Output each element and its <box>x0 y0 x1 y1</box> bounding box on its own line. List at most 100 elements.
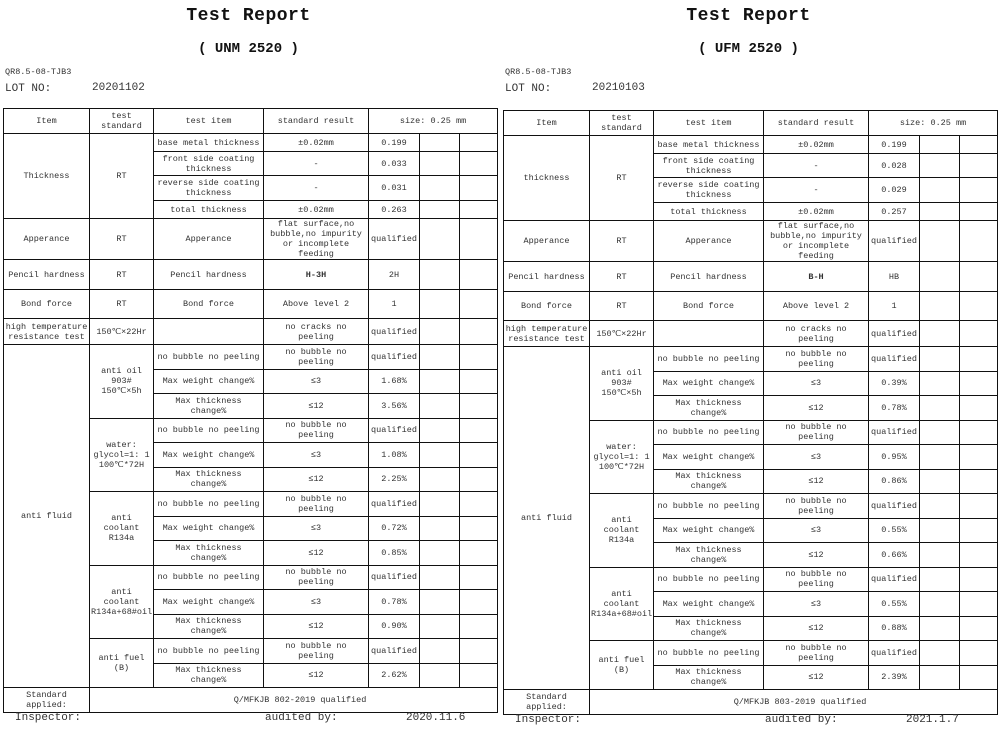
test-condition: anti oil 903# 150℃×5h <box>89 344 154 419</box>
report-unm-2520: Test Report ( UNM 2520 ) QR8.5-08-TJB3 LOT … <box>0 0 499 732</box>
empty-cell <box>458 393 499 419</box>
table-row: Max thickness change% ≤12 0.88% <box>504 615 999 641</box>
test-item: base metal thickness <box>153 133 264 152</box>
result-value: qualified <box>868 220 920 262</box>
test-item: Max weight change% <box>153 442 264 468</box>
empty-cell <box>419 318 460 345</box>
table-row: Max weight change% ≤3 0.55% <box>504 591 999 617</box>
empty-cell <box>458 564 499 590</box>
test-item: Max weight change% <box>153 515 264 541</box>
test-item: Max thickness change% <box>653 664 764 690</box>
table-row: high temperature resistance test 150℃×22H… <box>503 320 999 347</box>
test-item: no bubble no peeling <box>653 346 764 372</box>
empty-cell <box>919 320 960 347</box>
result-value: qualified <box>868 566 920 592</box>
empty-cell <box>458 259 499 290</box>
test-item: Max weight change% <box>153 368 264 394</box>
lot-number-value: 20201102 <box>92 82 145 94</box>
test-item: Apperance <box>153 218 264 260</box>
standard-result: ±0.02mm <box>263 133 369 152</box>
result-value: 1.68% <box>368 368 420 394</box>
empty-cell <box>419 589 460 615</box>
table-row: anti coolant R134a no bubble no peeling no… <box>504 493 999 568</box>
test-item: reverse side coating thickness <box>653 177 764 203</box>
test-item: front side coating thickness <box>653 153 764 178</box>
product-model: ( UNM 2520 ) <box>198 41 299 57</box>
document-code: QR8.5-08-TJB3 <box>505 67 572 77</box>
test-item: Max weight change% <box>653 444 764 470</box>
empty-cell <box>958 177 999 203</box>
result-value: 0.55% <box>868 591 920 617</box>
empty-cell <box>419 442 460 468</box>
standard-result: - <box>263 151 369 176</box>
standard-result: flat surface,no bubble,no impurity or in… <box>263 218 369 260</box>
empty-cell <box>419 368 460 394</box>
table-row: anti fluid anti oil 903# 150℃×5h no bubble… <box>503 346 999 690</box>
result-value: 0.199 <box>868 135 920 154</box>
table-row: anti coolant R134a+68#oil no bubble no pe… <box>4 564 499 639</box>
item-bond: Bond force <box>3 289 90 319</box>
inspector-label: Inspector: <box>15 712 82 724</box>
test-standard: RT <box>589 291 654 321</box>
result-value: 2.62% <box>368 662 420 688</box>
empty-cell <box>458 368 499 394</box>
test-item: total thickness <box>153 200 264 219</box>
empty-cell <box>419 175 460 201</box>
inspector-label: Inspector: <box>515 714 582 726</box>
empty-cell <box>919 346 960 372</box>
header-standard-result: standard result <box>763 110 869 136</box>
result-value: qualified <box>868 493 920 519</box>
empty-cell <box>419 540 460 566</box>
empty-cell <box>919 395 960 421</box>
standard-result: Above level 2 <box>263 289 369 319</box>
empty-cell <box>919 444 960 470</box>
table-row: Item test standard test item standard resul… <box>3 108 499 134</box>
standard-result: no bubble no peeling <box>263 564 369 590</box>
table-row: Standard applied: Q/MFKJB 803-2019 qualif… <box>503 689 999 715</box>
test-item: total thickness <box>653 202 764 221</box>
item-high-temp: high temperature resistance test <box>3 318 90 345</box>
empty-cell <box>958 615 999 641</box>
empty-cell <box>919 640 960 666</box>
table-row: Max weight change% ≤3 0.72% <box>4 515 499 541</box>
empty-cell <box>458 289 499 319</box>
test-item: Max thickness change% <box>153 613 264 639</box>
table-row: Max thickness change% ≤12 2.25% <box>4 466 499 492</box>
item-appearance: Apperance <box>3 218 90 260</box>
empty-cell <box>458 442 499 468</box>
standard-result: ≤12 <box>263 613 369 639</box>
empty-cell <box>919 493 960 519</box>
result-value: 0.199 <box>368 133 420 152</box>
table-row: front side coating thickness -0.033 <box>4 151 499 176</box>
test-item: no bubble no peeling <box>653 640 764 666</box>
test-item: Max thickness change% <box>653 615 764 641</box>
empty-cell <box>958 566 999 592</box>
item-appearance: Apperance <box>503 220 590 262</box>
empty-cell <box>958 444 999 470</box>
test-item: Max thickness change% <box>153 466 264 492</box>
test-condition: anti fuel (B) <box>589 640 654 690</box>
result-value: qualified <box>368 318 420 345</box>
table-row: Standard applied: Q/MFKJB 802-2019 qualif… <box>3 687 499 713</box>
standard-result: - <box>763 177 869 203</box>
item-pencil: Pencil hardness <box>503 261 590 292</box>
empty-cell <box>958 419 999 445</box>
test-results-table: Item test standard test item standard resul… <box>503 110 999 715</box>
result-value: qualified <box>368 564 420 590</box>
test-condition: anti coolant R134a <box>589 493 654 568</box>
result-value: 0.78% <box>368 589 420 615</box>
empty-cell <box>958 370 999 396</box>
test-item: base metal thickness <box>653 135 764 154</box>
table-row: front side coating thickness -0.028 <box>504 153 999 178</box>
header-size: size: 0.25 mm <box>367 108 499 134</box>
standard-result: flat surface,no bubble,no impurity or in… <box>763 220 869 262</box>
standard-result: no bubble no peeling <box>263 638 369 664</box>
table-row: Pencil hardness RT Pencil hardness H-3H 2H <box>3 259 499 290</box>
empty-cell <box>919 591 960 617</box>
empty-cell <box>419 151 460 176</box>
table-row: Apperance RT Apperance flat surface,no bubb… <box>3 218 499 260</box>
table-row: Thickness RT base metal thickness ±0.02mm 0.… <box>3 133 499 219</box>
empty-cell <box>419 466 460 492</box>
result-value: 0.55% <box>868 517 920 543</box>
